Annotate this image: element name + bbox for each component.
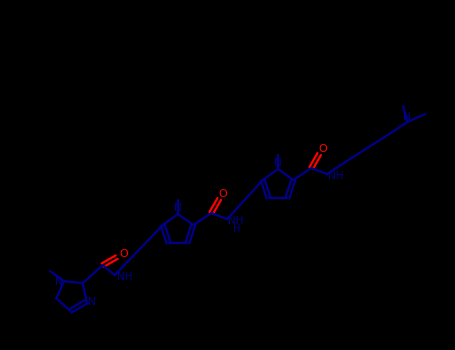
Text: NH: NH — [117, 272, 132, 282]
Text: N: N — [55, 277, 63, 287]
Text: NH: NH — [329, 171, 344, 181]
Text: NH: NH — [228, 216, 244, 226]
Text: N: N — [174, 203, 182, 213]
Text: N: N — [274, 158, 282, 168]
Text: N: N — [403, 112, 411, 122]
Text: O: O — [219, 189, 228, 199]
Text: N: N — [88, 296, 96, 307]
Text: O: O — [119, 249, 128, 259]
Text: O: O — [319, 144, 328, 154]
Text: H: H — [233, 224, 240, 234]
